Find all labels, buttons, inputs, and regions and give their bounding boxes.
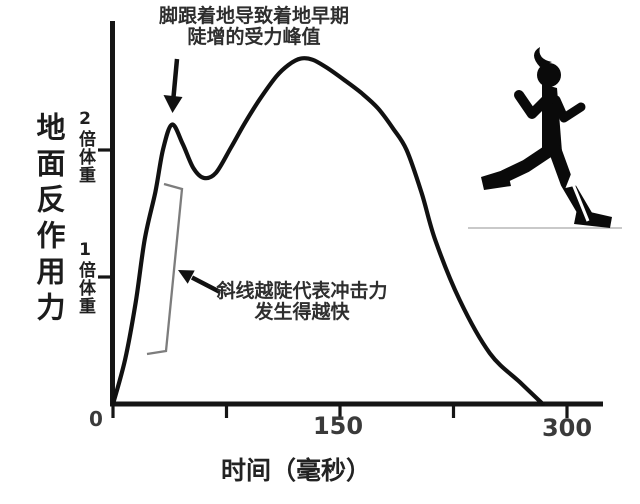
runner-far-arm xyxy=(551,95,586,123)
impact-annotation-line2: 陡增的受力峰值 xyxy=(187,26,321,48)
runner-hair xyxy=(534,47,552,67)
y-tick-label-1bw: 1倍体重 xyxy=(75,240,95,315)
shin-arrow-icon xyxy=(565,174,590,222)
x-tick-label-0: 0 xyxy=(89,407,103,431)
y-ticks xyxy=(98,148,113,279)
x-tick-label-150: 150 xyxy=(312,412,364,440)
slope-annotation-line2: 发生得越快 xyxy=(254,301,350,323)
slope-bracket xyxy=(146,182,184,356)
x-ticks xyxy=(111,404,569,418)
runner-back-leg xyxy=(498,143,557,183)
slope-arrow-icon xyxy=(178,270,222,294)
impact-annotation-line1: 脚跟着地导致着地早期 xyxy=(158,5,349,27)
x-axis-title: 时间（毫秒） xyxy=(220,456,371,485)
runner-front-shoe xyxy=(574,209,612,228)
runner-head xyxy=(537,63,561,87)
grf-curve xyxy=(110,56,545,407)
runner-icon xyxy=(468,47,622,229)
x-tick-label-300: 300 xyxy=(541,414,593,442)
y-axis-title: 地面反作用力 xyxy=(32,112,66,328)
impact-arrow-icon xyxy=(163,58,183,113)
slope-annotation-line1: 斜线越陡代表冲击力 xyxy=(216,280,388,302)
y-tick-label-2bw: 2倍体重 xyxy=(75,109,95,184)
slope-annotation: 斜线越陡代表冲击力 发生得越快 xyxy=(190,281,414,323)
runner-back-shoe xyxy=(481,169,511,190)
impact-peak-annotation: 脚跟着地导致着地早期 陡增的受力峰值 xyxy=(128,6,380,48)
runner-near-arm xyxy=(514,90,555,119)
